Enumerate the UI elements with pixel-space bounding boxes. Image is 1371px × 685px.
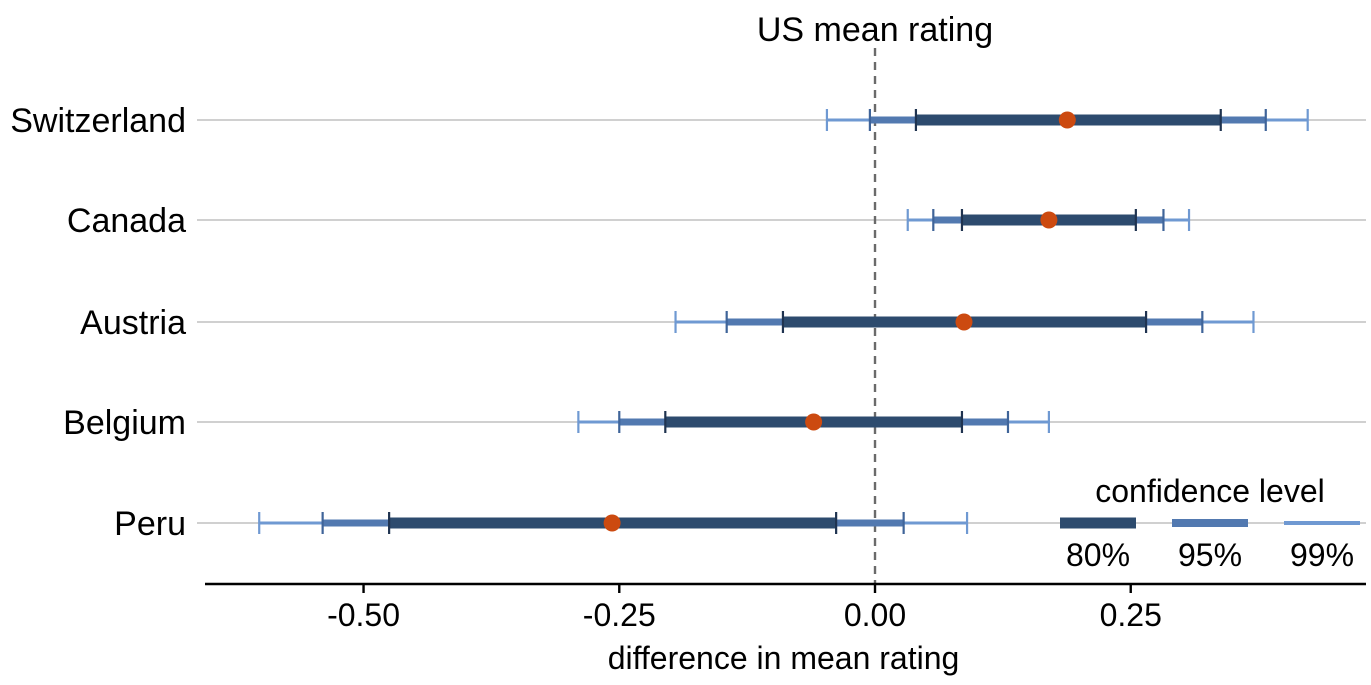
legend-label-80: 80% (1066, 537, 1130, 573)
x-tick-label: 0.25 (1100, 597, 1162, 633)
x-tick-label: 0.00 (844, 597, 906, 633)
legend: confidence level 80% 95% 99% (1060, 473, 1360, 573)
y-label-austria: Austria (80, 304, 186, 342)
y-axis-labels: Switzerland Canada Austria Belgium Peru (10, 102, 186, 543)
estimate-points (603, 111, 1076, 532)
estimate-point-switzerland (1058, 111, 1076, 129)
y-label-peru: Peru (114, 505, 186, 543)
estimate-point-austria (955, 313, 973, 331)
y-label-switzerland: Switzerland (10, 102, 186, 140)
estimate-point-canada (1040, 211, 1058, 229)
x-tick-label: -0.50 (327, 597, 400, 633)
x-axis-ticks: -0.50 -0.25 0.00 0.25 (327, 584, 1162, 633)
estimate-point-peru (603, 514, 621, 532)
legend-label-99: 99% (1290, 537, 1354, 573)
estimate-point-belgium (805, 413, 823, 431)
x-tick-label: -0.25 (583, 597, 656, 633)
y-label-canada: Canada (67, 202, 186, 240)
legend-title: confidence level (1095, 473, 1324, 509)
x-axis-title: difference in mean rating (608, 640, 960, 676)
legend-label-95: 95% (1178, 537, 1242, 573)
y-label-belgium: Belgium (63, 404, 186, 442)
reference-line-label: US mean rating (757, 11, 993, 49)
